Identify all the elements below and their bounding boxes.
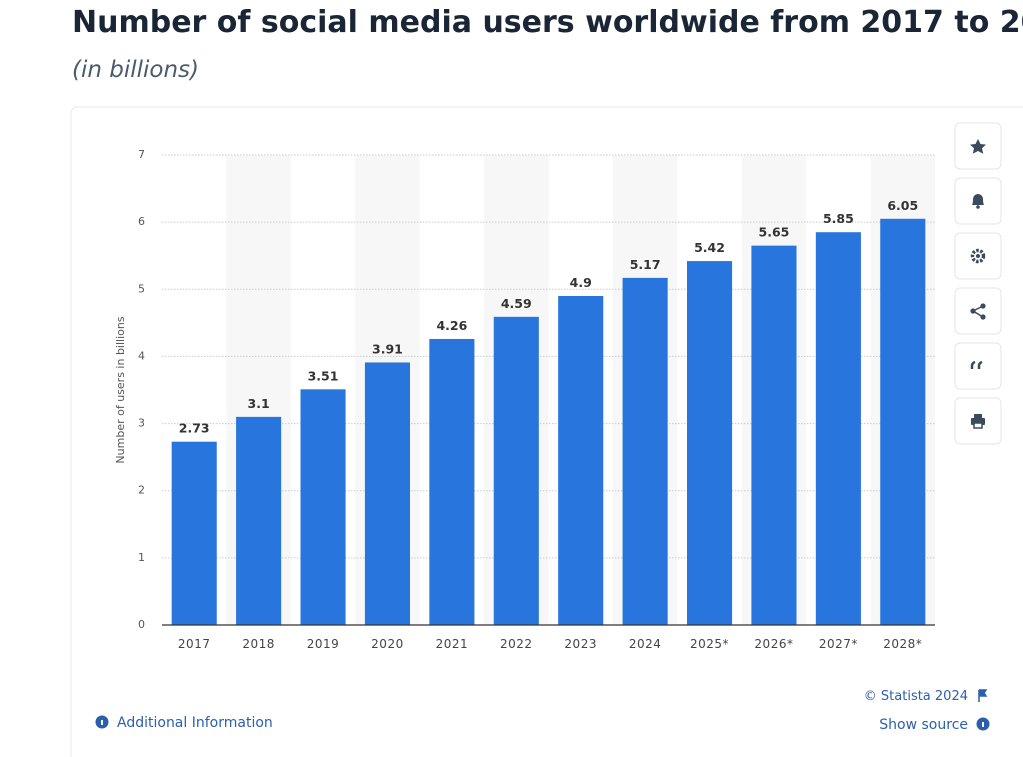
bar [236, 416, 282, 625]
y-axis-label: Number of users in billions [114, 316, 127, 463]
toolbar [954, 122, 1002, 445]
show-source[interactable]: Show source [879, 717, 968, 733]
value-label: 5.85 [823, 211, 854, 226]
value-label: 4.26 [436, 318, 467, 333]
chart-subtitle: (in billions) [72, 57, 199, 83]
value-label: 6.05 [887, 198, 918, 213]
bar [622, 277, 668, 625]
bar [429, 338, 475, 625]
y-tick-label: 5 [138, 282, 145, 295]
value-label: 2.73 [179, 421, 210, 436]
bar [558, 296, 604, 625]
bar [300, 389, 346, 625]
print-button[interactable] [954, 397, 1002, 445]
favorite-button[interactable] [954, 122, 1002, 170]
y-tick-label: 2 [138, 484, 145, 497]
value-label: 3.1 [248, 396, 270, 411]
bar [364, 362, 411, 625]
x-tick-label: 2025* [690, 637, 729, 651]
y-tick-label: 7 [138, 148, 145, 161]
info-icon-glyph [101, 720, 103, 725]
x-tick-label: 2024 [629, 637, 662, 651]
chart-title: Number of social media users worldwide f… [72, 5, 1023, 40]
value-label: 3.51 [308, 368, 339, 383]
additional-information[interactable]: Additional Information [117, 715, 273, 731]
x-tick-label: 2028* [883, 637, 922, 651]
x-tick-label: 2021 [436, 637, 469, 651]
value-label: 5.65 [759, 225, 790, 240]
y-tick-label: 4 [138, 349, 145, 362]
value-label: 4.9 [570, 275, 592, 290]
value-label: 3.91 [372, 341, 403, 356]
bar [171, 441, 217, 625]
x-tick-label: 2020 [371, 637, 404, 651]
bar [880, 218, 926, 626]
copyright[interactable]: © Statista 2024 [864, 689, 968, 704]
share-button[interactable] [954, 287, 1002, 335]
bar [493, 316, 539, 625]
bar [751, 245, 797, 625]
bar [815, 232, 861, 625]
x-tick-label: 2022 [500, 637, 533, 651]
value-label: 5.17 [630, 257, 661, 272]
y-tick-label: 0 [138, 618, 145, 631]
alert-button[interactable] [954, 177, 1002, 225]
flag-icon [978, 689, 988, 702]
y-tick-label: 6 [138, 215, 145, 228]
bar [686, 261, 733, 625]
info-icon-glyph [982, 722, 984, 727]
value-label: 5.42 [694, 240, 725, 255]
x-tick-label: 2017 [178, 637, 211, 651]
settings-button[interactable] [954, 232, 1002, 280]
x-tick-label: 2026* [754, 637, 793, 651]
x-tick-label: 2027* [819, 637, 858, 651]
x-tick-label: 2019 [307, 637, 340, 651]
x-tick-label: 2023 [564, 637, 597, 651]
value-label: 4.59 [501, 296, 532, 311]
y-tick-label: 1 [138, 551, 145, 564]
x-tick-label: 2018 [242, 637, 275, 651]
cite-button[interactable] [954, 342, 1002, 390]
y-tick-label: 3 [138, 417, 145, 430]
